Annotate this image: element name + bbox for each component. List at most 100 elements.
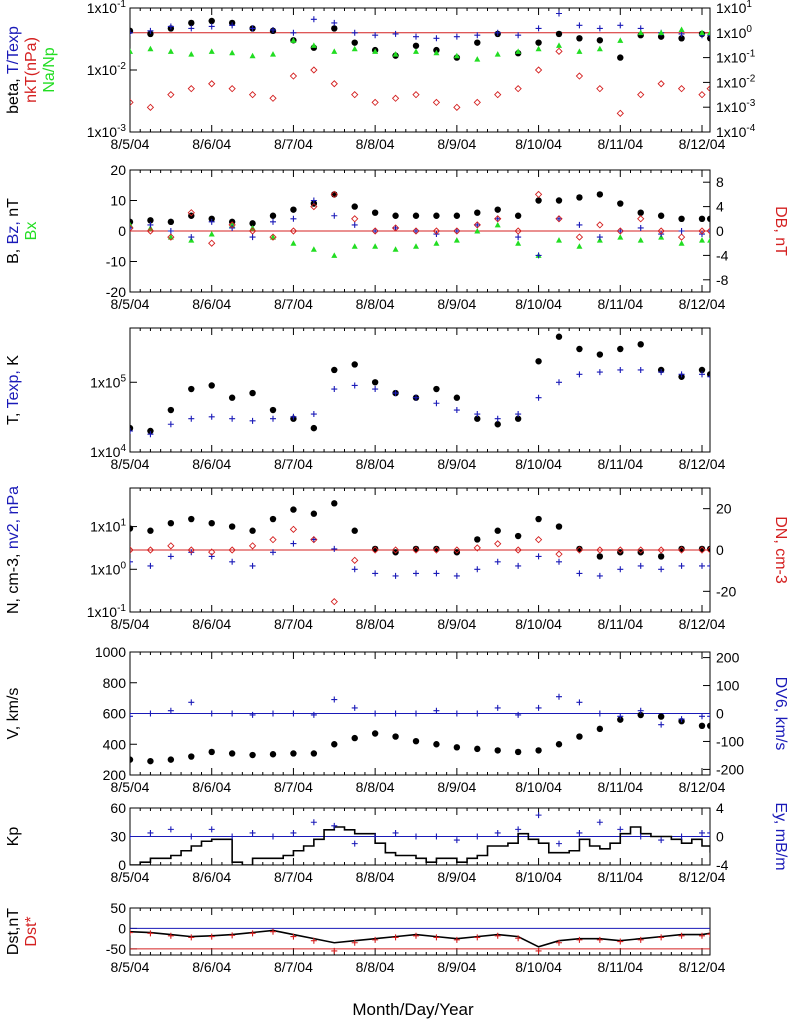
data-point — [556, 558, 562, 565]
data-point — [494, 91, 502, 99]
data-point — [706, 722, 710, 729]
data-point — [474, 56, 481, 62]
data-point — [658, 29, 665, 36]
data-point — [677, 85, 686, 93]
right-y-tick-label: 4 — [716, 199, 724, 215]
right-y-tick-label: 4 — [716, 800, 724, 816]
data-point — [371, 379, 379, 386]
series-blue-plus — [130, 197, 710, 259]
data-point — [596, 37, 604, 44]
series-line — [130, 826, 710, 865]
x-tick-label: 8/5/04 — [111, 959, 150, 975]
x-tick-label: 8/12/04 — [679, 456, 726, 472]
x-tick-label: 8/8/04 — [356, 616, 395, 632]
data-point — [453, 52, 460, 59]
x-tick-label: 8/7/04 — [274, 959, 313, 975]
data-point — [617, 716, 624, 723]
data-point — [351, 556, 359, 564]
data-point — [249, 234, 256, 241]
data-point — [188, 515, 195, 523]
data-point — [474, 411, 481, 418]
plot-area — [130, 693, 710, 765]
data-point — [269, 212, 277, 219]
x-tick-label: 8/6/04 — [192, 456, 231, 472]
data-point — [351, 939, 358, 946]
data-point — [290, 413, 297, 420]
data-point — [351, 704, 358, 711]
data-point — [188, 51, 195, 57]
data-point — [534, 66, 543, 74]
data-point — [515, 826, 522, 833]
x-tick-label: 8/11/04 — [597, 869, 643, 885]
plot-area — [130, 927, 710, 954]
data-point — [678, 240, 685, 246]
series-blue-plus — [130, 536, 710, 579]
data-point — [494, 527, 501, 534]
data-point — [270, 549, 276, 556]
data-point — [453, 407, 460, 414]
y-tick-label: 1x105 — [90, 373, 126, 390]
y-tick-label: 30 — [110, 829, 126, 845]
data-point — [494, 558, 501, 565]
data-point — [249, 751, 256, 759]
y-tick-label: 1x100 — [90, 560, 126, 577]
data-point — [473, 98, 481, 107]
data-point — [555, 741, 563, 748]
panel-kp: 8/5/04 8/6/04 8/7/04 8/8/04 8/9/04 8/10/04 8/1… — [5, 800, 789, 885]
data-point — [249, 829, 256, 836]
data-point — [576, 570, 583, 577]
data-point — [637, 209, 644, 216]
data-point — [453, 837, 460, 844]
data-point — [391, 224, 400, 232]
x-tick-label: 8/6/04 — [192, 136, 231, 152]
data-point — [576, 936, 583, 943]
data-point — [391, 94, 400, 102]
data-point — [432, 227, 441, 235]
x-tick-label: 8/10/04 — [515, 779, 562, 795]
data-point — [351, 566, 358, 573]
data-point — [146, 103, 155, 111]
data-point — [392, 934, 399, 941]
data-point — [698, 366, 706, 374]
data-point — [330, 190, 338, 199]
data-point — [130, 833, 133, 840]
data-point — [677, 233, 686, 241]
y-axis-title: nkT(nPa) — [23, 37, 40, 103]
x-tick-label: 8/6/04 — [192, 869, 231, 885]
data-point — [187, 209, 195, 217]
data-point — [310, 424, 318, 432]
data-point — [249, 389, 256, 397]
x-tick-label: 8/7/04 — [274, 779, 313, 795]
plot-area — [130, 190, 710, 259]
y-axis-title: Na/Np — [41, 47, 58, 92]
data-point — [576, 829, 583, 836]
data-point — [575, 546, 584, 554]
data-point — [657, 553, 665, 560]
data-point — [616, 109, 624, 117]
data-point — [290, 750, 297, 757]
data-point — [331, 25, 338, 32]
data-point — [707, 373, 710, 380]
data-point — [555, 523, 563, 530]
data-point — [392, 829, 399, 836]
data-point — [229, 49, 236, 56]
x-tick-label: 8/8/04 — [356, 779, 395, 795]
y-tick-label: 0 — [118, 857, 126, 873]
data-point — [331, 19, 338, 26]
data-point — [707, 228, 710, 234]
data-point — [269, 406, 277, 414]
data-point — [147, 710, 154, 717]
data-point — [392, 549, 399, 556]
right-y-tick-label: 0 — [716, 542, 724, 558]
data-point — [576, 733, 583, 740]
data-point — [678, 371, 685, 378]
series-black-step — [130, 826, 710, 865]
data-point — [453, 710, 460, 717]
x-tick-label: 8/7/04 — [274, 456, 313, 472]
plot-area — [130, 10, 710, 117]
data-point — [514, 532, 522, 540]
data-point — [576, 371, 583, 378]
data-point — [474, 32, 481, 39]
data-point — [269, 515, 277, 523]
data-point — [474, 415, 481, 422]
